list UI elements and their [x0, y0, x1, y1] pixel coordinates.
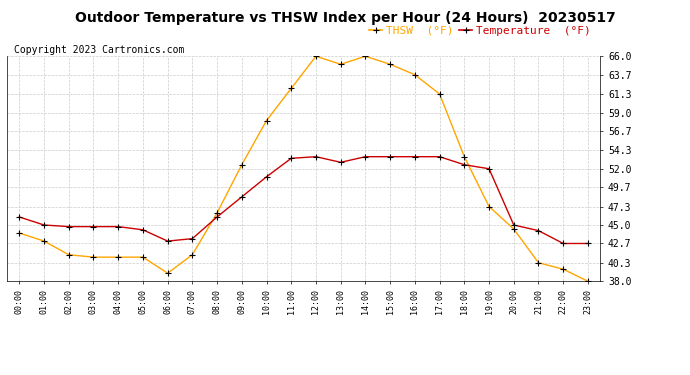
Legend: THSW  (°F), Temperature  (°F): THSW (°F), Temperature (°F): [365, 21, 595, 40]
Text: Outdoor Temperature vs THSW Index per Hour (24 Hours)  20230517: Outdoor Temperature vs THSW Index per Ho…: [75, 11, 615, 25]
Text: Copyright 2023 Cartronics.com: Copyright 2023 Cartronics.com: [14, 45, 184, 55]
